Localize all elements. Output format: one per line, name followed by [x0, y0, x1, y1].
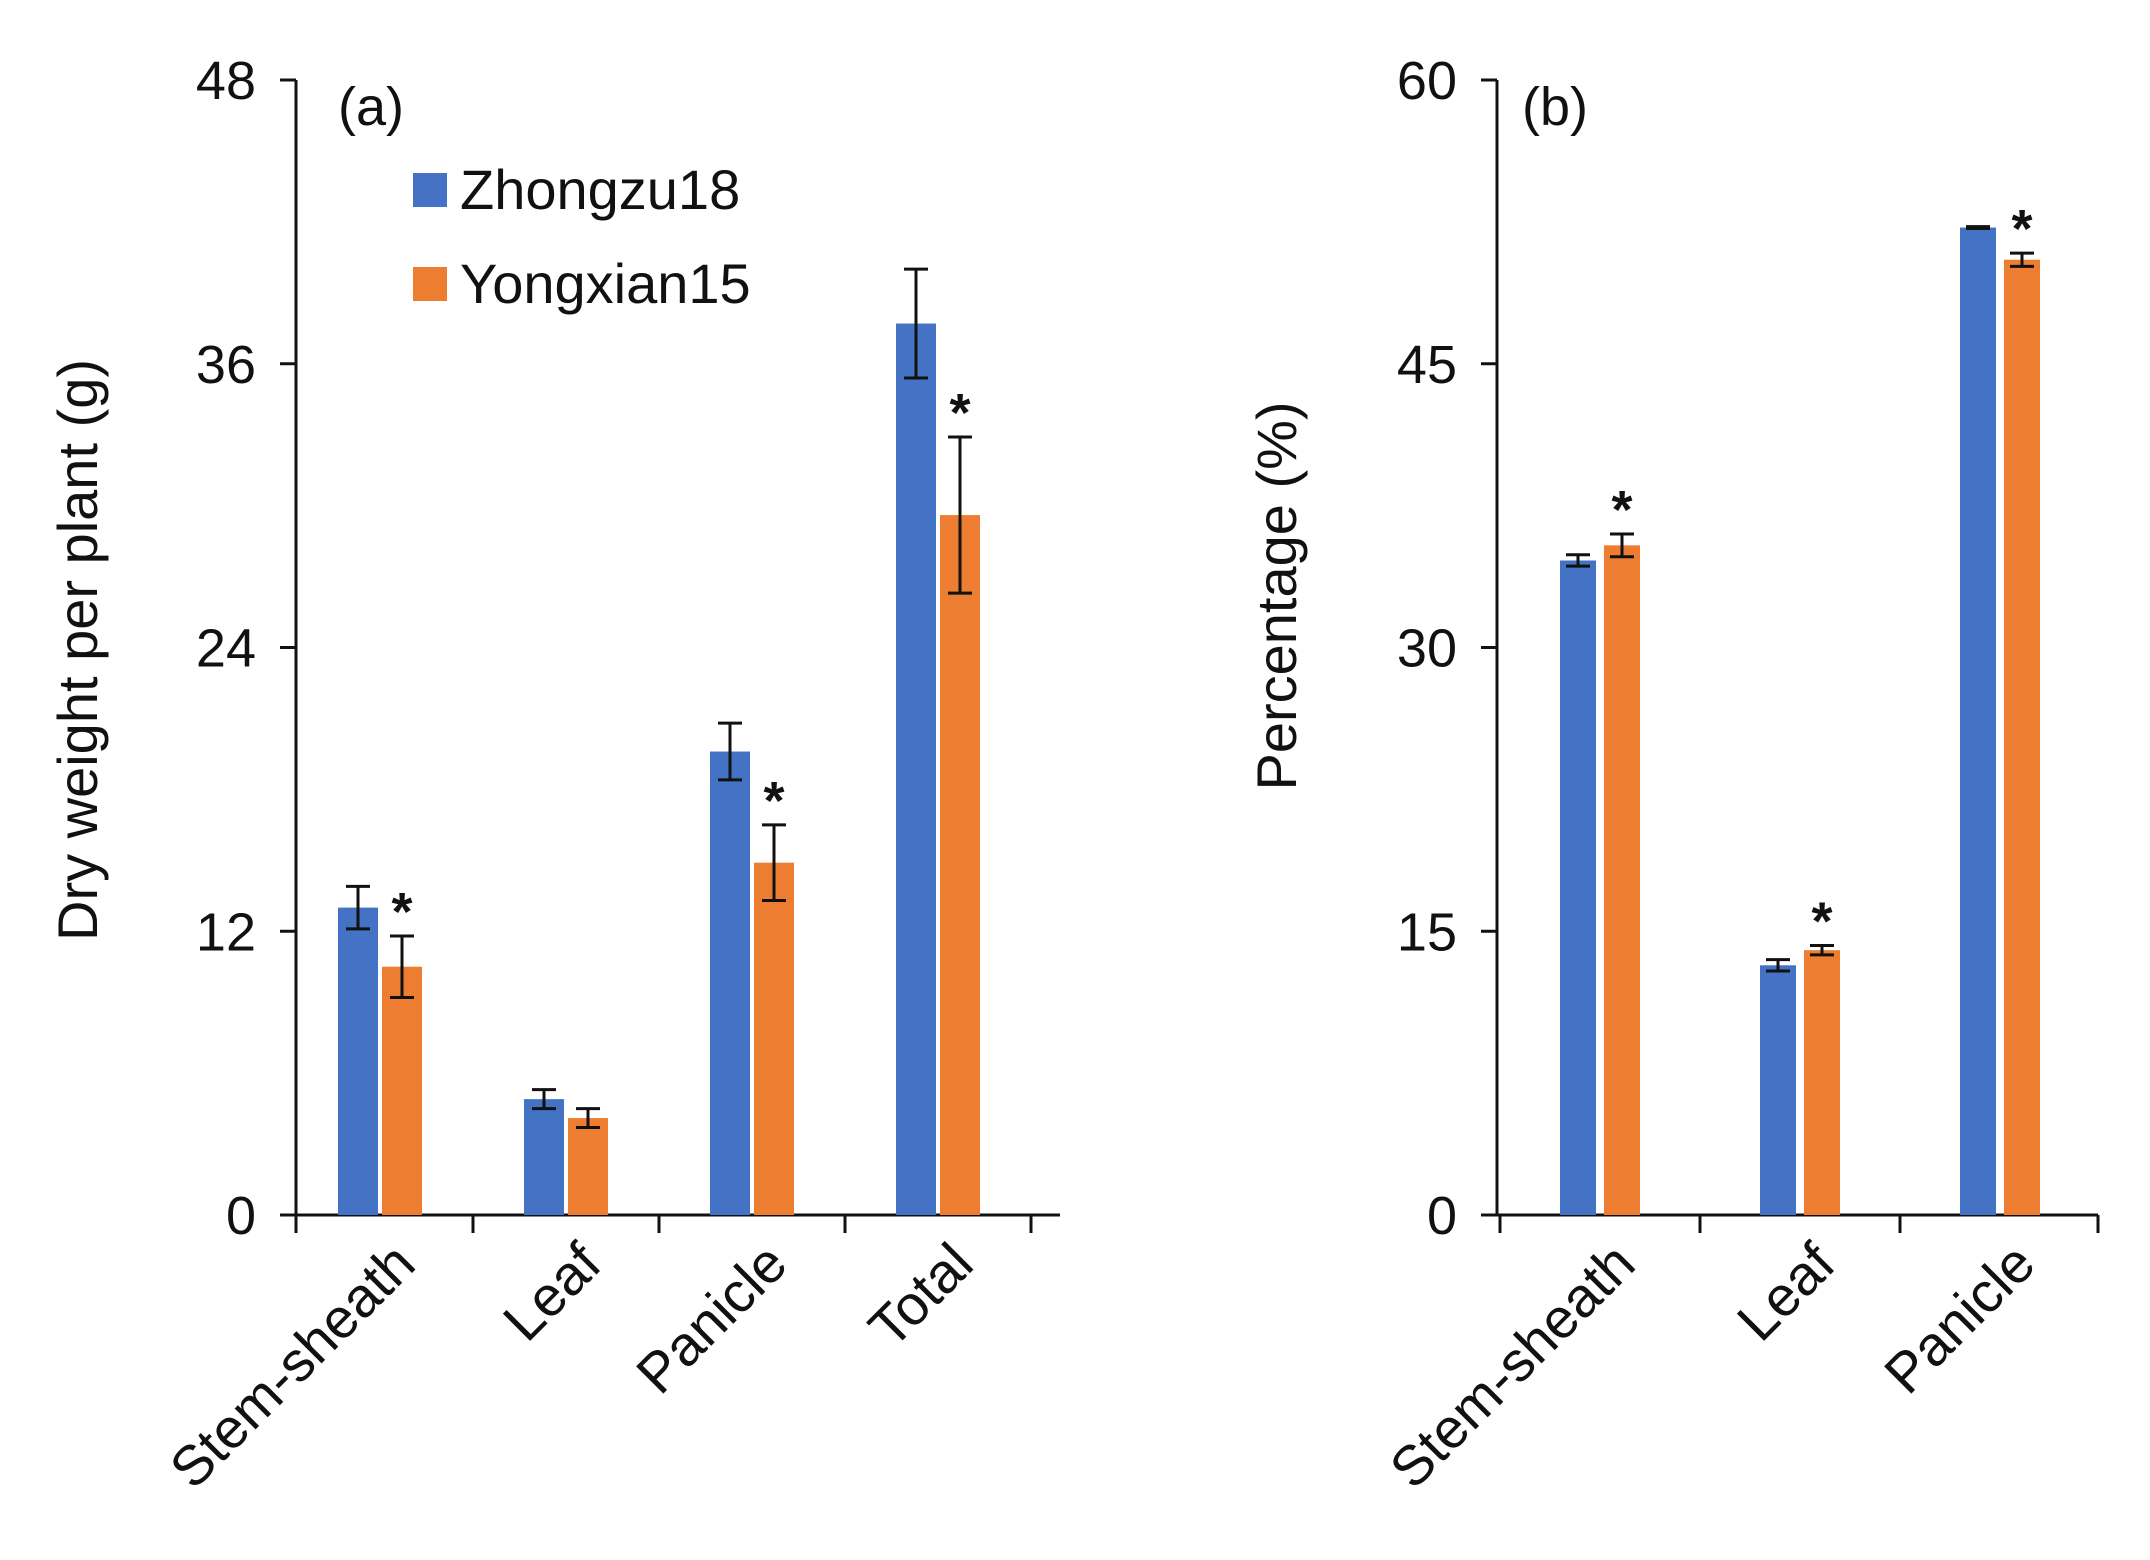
panel-a-category-label-total: Total — [856, 1231, 984, 1359]
panel-b-y-tick-label: 60 — [1397, 51, 1457, 111]
panel-a-y-tick-label: 36 — [196, 335, 256, 395]
panel-a-bar-zhongzu18-panicle — [710, 751, 750, 1215]
panel-b-bar-yongxian15-stem-sheath — [1604, 545, 1640, 1215]
panel-a-bar-yongxian15-panicle — [754, 862, 794, 1215]
legend: Zhongzu18 Yongxian15 — [413, 158, 751, 315]
panel-b-error-bar-yongxian15-stem-sheath — [1610, 532, 1634, 559]
panel-a-category-label-panicle: Panicle — [624, 1231, 798, 1405]
panel-a-y-tick-label: 12 — [196, 902, 256, 962]
panel-b-significance-mark-panicle: * — [2011, 199, 2032, 259]
panel-b-category-label-leaf: Leaf — [1725, 1231, 1847, 1353]
panel-b-error-bar-zhongzu18-leaf — [1766, 958, 1790, 973]
panel-b-bar-yongxian15-leaf — [1804, 950, 1840, 1215]
panel-b-bar-yongxian15-panicle — [2004, 259, 2040, 1215]
panel-a-bar-yongxian15-total — [940, 515, 980, 1215]
panel-b-y-tick-label: 0 — [1427, 1186, 1457, 1246]
panel-a-category-label-leaf: Leaf — [491, 1231, 613, 1353]
panel-b-significance-mark-leaf: * — [1811, 891, 1832, 951]
panel-b-bar-zhongzu18-stem-sheath — [1560, 560, 1596, 1215]
panel-a-error-bar-yongxian15-total — [948, 435, 972, 595]
panel-b-y-tick-label: 30 — [1397, 619, 1457, 679]
panel-b-error-bar-zhongzu18-panicle — [1966, 225, 1990, 230]
panel-b-error-bar-zhongzu18-stem-sheath — [1566, 553, 1590, 568]
panel-b-bar-zhongzu18-leaf — [1760, 965, 1796, 1215]
panel-a-bars: * * * — [338, 267, 980, 1215]
panel-a-error-bar-yongxian15-leaf — [576, 1107, 600, 1130]
panel-a-y-axis-title: Dry weight per plant (g) — [46, 359, 109, 941]
panel-b-y-tick-label: 45 — [1397, 335, 1457, 395]
legend-label-yongxian15: Yongxian15 — [460, 252, 751, 315]
panel-b-label: (b) — [1522, 77, 1588, 137]
panel-b-y-tick-label: 15 — [1397, 902, 1457, 962]
panel-b-y-axis-title: Percentage (%) — [1245, 401, 1308, 790]
panel-a-bar-yongxian15-stem-sheath — [382, 966, 422, 1215]
panel-b-category-label-panicle: Panicle — [1872, 1231, 2046, 1405]
legend-label-zhongzu18: Zhongzu18 — [460, 158, 740, 221]
panel-a-error-bar-zhongzu18-leaf — [532, 1088, 556, 1111]
panel-b-error-bar-yongxian15-panicle — [2010, 251, 2034, 268]
legend-swatch-zhongzu18 — [413, 173, 447, 207]
panel-a-error-bar-zhongzu18-stem-sheath — [346, 884, 370, 931]
panel-b-error-bar-yongxian15-leaf — [1810, 943, 1834, 957]
panel-b-significance-mark-stem-sheath: * — [1611, 480, 1632, 540]
panel-a-bar-zhongzu18-total — [896, 323, 936, 1215]
panel-a-category-label-stem-sheath: Stem-sheath — [157, 1231, 426, 1500]
panel-a-significance-mark-total: * — [949, 383, 970, 443]
panel-a-y-tick-label: 48 — [196, 51, 256, 111]
panel-a-bar-yongxian15-leaf — [568, 1118, 608, 1215]
panel-a-significance-mark-stem-sheath: * — [391, 882, 412, 942]
panel-a-significance-mark-panicle: * — [763, 771, 784, 831]
panel-b-category-label-stem-sheath: Stem-sheath — [1377, 1231, 1646, 1500]
panel-a-bar-zhongzu18-stem-sheath — [338, 907, 378, 1215]
panel-a-bar-zhongzu18-leaf — [524, 1099, 564, 1215]
panel-a-error-bar-yongxian15-panicle — [762, 823, 786, 903]
panel-a-error-bar-zhongzu18-panicle — [718, 721, 742, 782]
panel-a-y-tick-label: 0 — [226, 1186, 256, 1246]
panel-b-bar-zhongzu18-panicle — [1960, 227, 1996, 1216]
panel-a-error-bar-yongxian15-stem-sheath — [390, 934, 414, 999]
panel-a-y-tick-label: 24 — [196, 619, 256, 679]
panel-b-bars: * * * — [1560, 199, 2040, 1216]
panel-a-label: (a) — [338, 77, 404, 137]
legend-swatch-yongxian15 — [413, 267, 447, 301]
panel-a-error-bar-zhongzu18-total — [904, 267, 928, 380]
